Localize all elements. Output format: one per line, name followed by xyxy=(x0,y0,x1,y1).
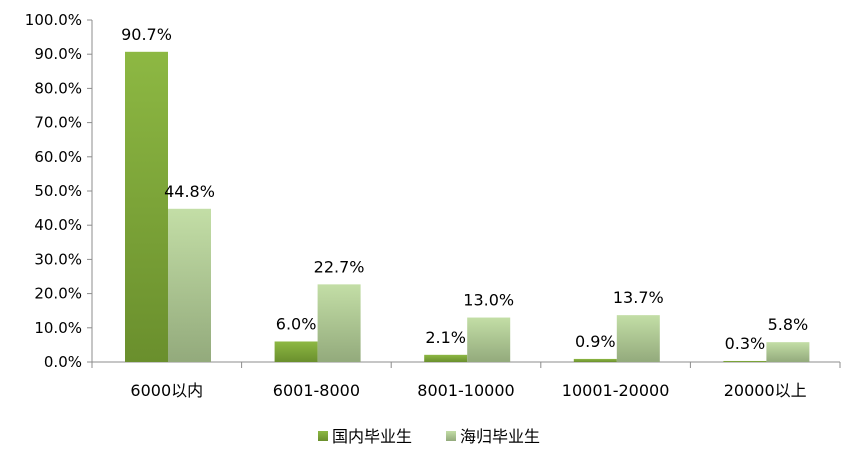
legend: 国内毕业生 海归毕业生 xyxy=(318,427,540,446)
data-label-series-1-3: 2.1% xyxy=(425,328,466,347)
data-label-series-2-3: 13.0% xyxy=(463,291,514,310)
legend-label-series-1: 国内毕业生 xyxy=(332,427,412,446)
bar-series-2-2 xyxy=(317,284,361,362)
x-axis: 6000以内 6001-8000 8001-10000 10001-20000 2000… xyxy=(91,361,841,400)
y-tick-label: 10.0% xyxy=(34,319,82,337)
x-tick-label: 6001-8000 xyxy=(273,381,360,400)
data-label-series-1-1: 90.7% xyxy=(121,25,172,44)
x-tick-label: 20000以上 xyxy=(724,381,807,400)
legend-label-series-2: 海归毕业生 xyxy=(460,427,540,446)
data-label-series-1-5: 0.3% xyxy=(725,334,766,353)
bar-series-2-5 xyxy=(766,342,810,362)
bar-series-2-3 xyxy=(467,317,511,362)
data-label-series-2-2: 22.7% xyxy=(314,257,365,276)
y-tick-label: 80.0% xyxy=(34,79,82,97)
data-label-series-2-5: 5.8% xyxy=(768,315,809,334)
x-tick-label: 10001-20000 xyxy=(562,381,670,400)
y-tick-label: 50.0% xyxy=(34,182,82,200)
bar-series-1-4 xyxy=(573,358,617,362)
data-label-series-2-1: 44.8% xyxy=(164,182,215,201)
legend-swatch-series-2 xyxy=(446,431,456,441)
x-tick-label: 8001-10000 xyxy=(417,381,514,400)
y-tick-label: 40.0% xyxy=(34,216,82,234)
bar-series-2-1 xyxy=(168,208,211,362)
legend-swatch-series-1 xyxy=(318,431,328,441)
bar-series-1-5 xyxy=(723,360,767,362)
y-tick-label: 30.0% xyxy=(34,250,82,268)
bar-series-1-3 xyxy=(424,354,468,362)
bar-series-2-4 xyxy=(616,315,660,362)
y-tick-label: 100.0% xyxy=(25,11,82,29)
x-tick-label: 6000以内 xyxy=(130,381,203,400)
data-label-series-2-4: 13.7% xyxy=(613,288,664,307)
y-tick-label: 60.0% xyxy=(34,148,82,166)
y-tick-label: 0.0% xyxy=(44,353,82,371)
y-axis: 0.0% 10.0% 20.0% 30.0% 40.0% 50.0% 60.0% 70.0% 8… xyxy=(25,11,93,371)
y-tick-label: 70.0% xyxy=(34,114,82,132)
bar-series-1-1 xyxy=(125,51,168,362)
data-label-series-1-4: 0.9% xyxy=(575,332,616,351)
bar-series-1-2 xyxy=(274,341,318,362)
y-tick-label: 20.0% xyxy=(34,285,82,303)
data-label-series-1-2: 6.0% xyxy=(276,314,317,333)
data-labels: 90.7% 6.0% 2.1% 0.9% 0.3% 44.8% 22.7% 13.0% 13.7… xyxy=(121,25,808,353)
y-tick-label: 90.0% xyxy=(34,45,82,63)
bars xyxy=(125,51,810,362)
